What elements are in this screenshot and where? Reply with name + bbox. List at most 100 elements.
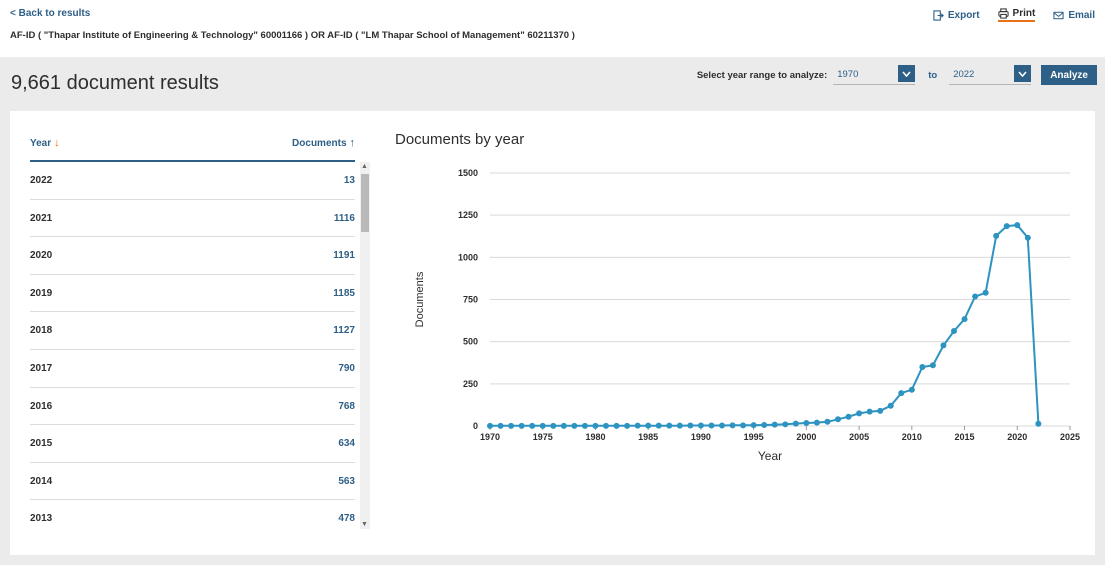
year-column-header[interactable]: Year ↓ bbox=[30, 137, 60, 149]
data-point bbox=[750, 422, 757, 429]
row-document-count-link[interactable]: 1191 bbox=[333, 250, 355, 262]
data-point bbox=[645, 422, 652, 429]
table-row: 2018 1127 bbox=[30, 312, 355, 350]
x-tick-label: 1990 bbox=[691, 432, 711, 442]
export-button[interactable]: Export bbox=[933, 8, 980, 22]
data-point bbox=[824, 418, 831, 425]
row-year: 2015 bbox=[30, 438, 53, 450]
email-label: Email bbox=[1068, 9, 1095, 21]
row-document-count-link[interactable]: 13 bbox=[343, 175, 355, 186]
x-tick-label: 1975 bbox=[533, 432, 553, 442]
table-scrollbar[interactable]: ▲ ▼ bbox=[360, 162, 370, 529]
data-point bbox=[866, 408, 873, 415]
table-row: 2013 478 bbox=[30, 500, 355, 529]
row-document-count-link[interactable]: 1127 bbox=[333, 325, 355, 337]
data-point bbox=[1014, 222, 1021, 229]
data-point bbox=[1035, 420, 1042, 427]
table-row: 2019 1185 bbox=[30, 275, 355, 313]
search-query: AF-ID ( "Thapar Institute of Engineering… bbox=[10, 30, 575, 41]
data-point bbox=[993, 232, 1000, 239]
row-year: 2017 bbox=[30, 362, 53, 374]
data-point bbox=[697, 422, 704, 429]
data-point bbox=[708, 422, 715, 429]
table-row: 2021 1116 bbox=[30, 200, 355, 238]
chevron-down-icon bbox=[1014, 65, 1032, 82]
to-year-select[interactable]: 2022 bbox=[949, 65, 1032, 85]
top-bar: < Back to results Export Print Email bbox=[10, 8, 1095, 24]
print-button[interactable]: Print bbox=[997, 8, 1036, 22]
data-point bbox=[571, 422, 578, 429]
data-point bbox=[624, 422, 631, 429]
row-year: 2014 bbox=[30, 475, 53, 487]
row-year: 2013 bbox=[30, 513, 53, 525]
row-document-count-link[interactable]: 563 bbox=[338, 475, 355, 487]
data-point bbox=[792, 420, 799, 427]
email-button[interactable]: Email bbox=[1053, 8, 1095, 22]
y-tick-label: 500 bbox=[463, 337, 478, 347]
analyze-button[interactable]: Analyze bbox=[1041, 65, 1097, 85]
chevron-down-icon bbox=[898, 65, 916, 82]
row-document-count-link[interactable]: 634 bbox=[338, 438, 355, 450]
row-document-count-link[interactable]: 1116 bbox=[333, 212, 355, 224]
x-tick-label: 2020 bbox=[1007, 432, 1027, 442]
export-label: Export bbox=[947, 9, 980, 21]
results-count-title: 9,661 document results bbox=[11, 72, 219, 94]
data-point bbox=[592, 422, 599, 429]
row-document-count-link[interactable]: 790 bbox=[338, 362, 355, 374]
data-point bbox=[782, 421, 789, 428]
data-point bbox=[845, 413, 852, 420]
scroll-up-icon[interactable]: ▲ bbox=[361, 163, 368, 170]
chart-title: Documents by year bbox=[395, 131, 525, 148]
table-row: 2022 13 bbox=[30, 162, 355, 200]
data-point bbox=[603, 422, 609, 429]
back-to-results-link[interactable]: < Back to results bbox=[10, 8, 91, 19]
data-point bbox=[856, 410, 863, 417]
data-point bbox=[898, 390, 905, 397]
data-point bbox=[550, 422, 557, 429]
year-range-selector: Select year range to analyze: 1970 to 20… bbox=[697, 64, 1097, 86]
x-tick-label: 2025 bbox=[1060, 432, 1080, 442]
data-point bbox=[961, 316, 968, 323]
sort-descending-icon: ↓ bbox=[54, 137, 60, 149]
y-tick-label: 250 bbox=[463, 379, 478, 389]
row-document-count-link[interactable]: 768 bbox=[338, 400, 355, 412]
x-tick-label: 2015 bbox=[955, 432, 975, 442]
results-card: Year ↓ Documents ↑ 2022 13 2021 1116 2020 119… bbox=[10, 111, 1095, 555]
data-point bbox=[508, 422, 515, 429]
row-document-count-link[interactable]: 478 bbox=[338, 513, 355, 525]
table-row: 2015 634 bbox=[30, 425, 355, 463]
scroll-down-icon[interactable]: ▼ bbox=[361, 521, 368, 528]
x-tick-label: 2000 bbox=[796, 432, 816, 442]
data-point bbox=[982, 289, 989, 296]
data-point bbox=[539, 422, 546, 429]
documents-column-header[interactable]: Documents ↑ bbox=[292, 137, 355, 149]
email-icon bbox=[1053, 11, 1064, 19]
year-range-label: Select year range to analyze: bbox=[696, 69, 828, 81]
year-table-body: 2022 13 2021 1116 2020 1191 2019 1185 2018 1127 20… bbox=[30, 162, 355, 529]
data-point bbox=[581, 422, 588, 429]
data-point bbox=[740, 422, 747, 429]
documents-by-year-chart: 0 250 500 750 1000 1250 1500 1970 1975 1980 1985 19… bbox=[414, 168, 1080, 463]
data-point bbox=[497, 422, 504, 429]
data-point bbox=[803, 419, 810, 426]
y-tick-label: 1500 bbox=[458, 168, 478, 178]
data-point bbox=[771, 421, 778, 428]
data-point bbox=[1024, 234, 1031, 241]
data-point bbox=[1003, 223, 1010, 230]
data-point bbox=[972, 293, 979, 300]
x-tick-label: 1985 bbox=[638, 432, 658, 442]
row-document-count-link[interactable]: 1185 bbox=[333, 287, 355, 299]
scroll-thumb[interactable] bbox=[361, 174, 369, 232]
table-row: 2014 563 bbox=[30, 463, 355, 501]
printer-icon bbox=[997, 8, 1009, 19]
from-year-select[interactable]: 1970 bbox=[833, 65, 916, 85]
data-point bbox=[676, 422, 683, 429]
to-year-value: 2022 bbox=[953, 69, 975, 80]
data-point bbox=[666, 422, 673, 429]
data-point bbox=[729, 422, 736, 429]
data-point bbox=[634, 422, 641, 429]
actions-bar: Export Print Email bbox=[933, 8, 1095, 22]
x-tick-label: 2005 bbox=[849, 432, 869, 442]
data-point bbox=[529, 422, 536, 429]
